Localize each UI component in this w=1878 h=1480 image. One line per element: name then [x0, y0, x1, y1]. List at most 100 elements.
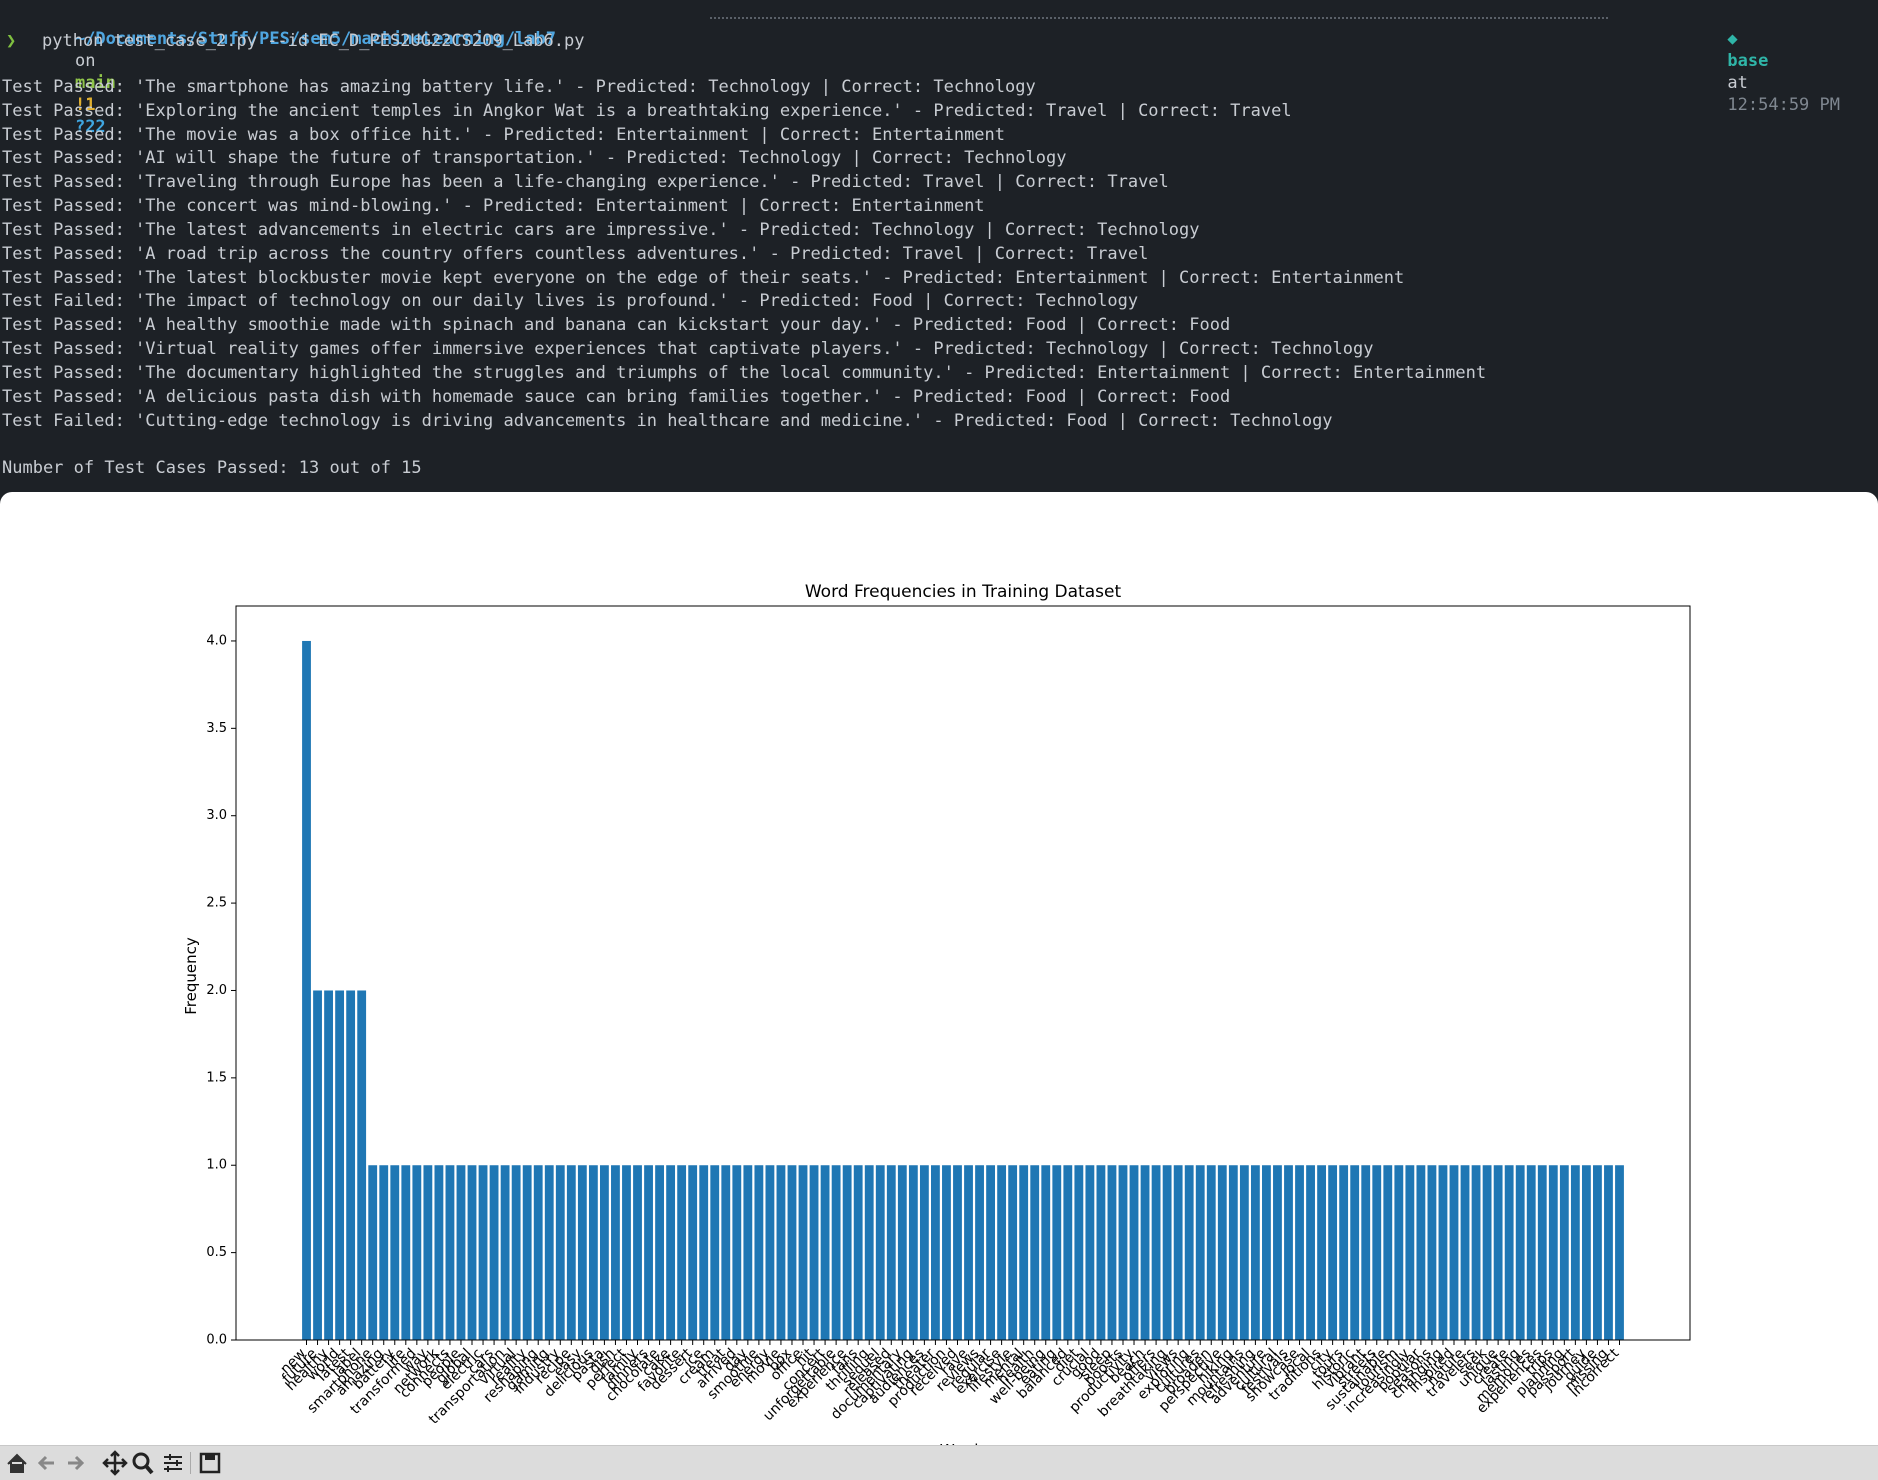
bar: [390, 1165, 400, 1340]
pan-button[interactable]: [102, 1450, 128, 1476]
bar: [1383, 1165, 1393, 1340]
bar: [743, 1165, 753, 1340]
back-button[interactable]: [37, 1455, 54, 1471]
bar: [1129, 1165, 1139, 1340]
y-tick-label: 2.5: [206, 896, 227, 911]
bar: [754, 1165, 764, 1340]
configure-button[interactable]: [164, 1454, 182, 1472]
bar: [434, 1165, 444, 1340]
bar: [522, 1165, 532, 1340]
bar: [445, 1165, 455, 1340]
test-result: Test Passed: 'Exploring the ancient temp…: [2, 100, 1292, 121]
bar: [1184, 1165, 1194, 1340]
bar: [666, 1165, 676, 1340]
test-result: Test Passed: 'A road trip across the cou…: [2, 243, 1149, 264]
y-tick-label: 4.0: [206, 633, 227, 648]
bar: [1151, 1165, 1161, 1340]
plot-frame: [235, 605, 1691, 1341]
test-result: Test Passed: 'AI will shape the future o…: [2, 148, 1067, 169]
bar: [555, 1165, 565, 1340]
bar: [975, 1165, 984, 1340]
y-tick-label: 2.0: [206, 983, 227, 998]
bar: [335, 990, 345, 1340]
bar: [919, 1165, 929, 1340]
bar: [1118, 1165, 1128, 1340]
bar: [1604, 1165, 1613, 1340]
bar: [1085, 1165, 1095, 1340]
bar: [489, 1165, 499, 1340]
forward-button[interactable]: [68, 1455, 85, 1471]
test-result: Test Passed: 'The concert was mind-blowi…: [2, 196, 985, 217]
bar: [599, 1165, 609, 1340]
env: base: [1727, 51, 1769, 71]
y-tick-label: 1.0: [206, 1158, 227, 1173]
y-tick-label: 3.5: [206, 721, 227, 736]
bar: [953, 1165, 962, 1340]
bar: [478, 1165, 488, 1340]
y-tick-label: 0.0: [206, 1333, 227, 1348]
bar: [324, 990, 333, 1340]
bar: [1295, 1165, 1304, 1340]
home-button[interactable]: [7, 1453, 27, 1473]
bar: [1063, 1165, 1073, 1340]
bar: [820, 1165, 830, 1340]
bar: [908, 1165, 918, 1340]
test-result: Test Passed: 'The latest blockbuster mov…: [2, 267, 1405, 288]
bar: [1405, 1165, 1415, 1340]
bar: [1217, 1165, 1227, 1340]
y-tick-label: 0.5: [206, 1245, 227, 1260]
bar: [1284, 1165, 1293, 1340]
bar: [1581, 1165, 1591, 1340]
bar: [798, 1165, 808, 1340]
zoom-button[interactable]: [132, 1452, 150, 1470]
bar: [655, 1165, 664, 1340]
bar: [1019, 1165, 1029, 1340]
bar: [1515, 1165, 1525, 1340]
branch: main: [74, 73, 116, 93]
bar: [1427, 1165, 1437, 1340]
terminal: ~/Documents/Stuff/PES/sem5/machineLearni…: [0, 0, 1878, 492]
bar: [1041, 1165, 1051, 1340]
bar: [588, 1165, 598, 1340]
bar: [1173, 1165, 1183, 1340]
bar: [1394, 1165, 1404, 1340]
bar: [1052, 1165, 1062, 1340]
prompt-word: on: [74, 51, 96, 71]
bar: [1250, 1165, 1260, 1340]
bar: [1593, 1165, 1602, 1340]
bar: [423, 1165, 433, 1340]
test-result: Test Passed: 'A delicious pasta dish wit…: [2, 386, 1231, 407]
bar: [302, 640, 311, 1340]
toolbar-icons: [7, 1450, 221, 1476]
bar: [357, 990, 367, 1340]
bar: [688, 1165, 698, 1340]
bar: [1471, 1165, 1481, 1340]
bar: [677, 1165, 687, 1340]
bar: [401, 1165, 411, 1340]
test-result: Test Passed: 'The movie was a box office…: [2, 124, 1006, 145]
bar: [1162, 1165, 1172, 1340]
test-result: Test Passed: 'A healthy smoothie made wi…: [2, 315, 1231, 336]
path: ~/Documents/Stuff/PES/sem5/machineLearni…: [74, 29, 556, 49]
bar: [699, 1165, 709, 1340]
toolbar: [0, 1445, 1878, 1480]
bar: [1228, 1165, 1238, 1340]
bar: [456, 1165, 466, 1340]
bar: [1107, 1165, 1117, 1340]
bar: [1361, 1165, 1371, 1340]
bar: [566, 1165, 576, 1340]
bar: [1416, 1165, 1426, 1340]
bar: [721, 1165, 731, 1340]
git-modified: !1: [74, 95, 96, 115]
bar: [1317, 1165, 1327, 1340]
bar: [710, 1165, 720, 1340]
prompt-arrow: ❯: [6, 31, 17, 51]
test-result: Test Passed: 'The latest advancements in…: [2, 219, 1200, 240]
bar: [776, 1165, 786, 1340]
bar: [1537, 1165, 1547, 1340]
test-result: Test Passed: 'Traveling through Europe h…: [2, 172, 1169, 193]
bar: [964, 1165, 973, 1340]
bar: [732, 1165, 742, 1340]
y-axis-label: Frequency: [182, 937, 200, 1015]
